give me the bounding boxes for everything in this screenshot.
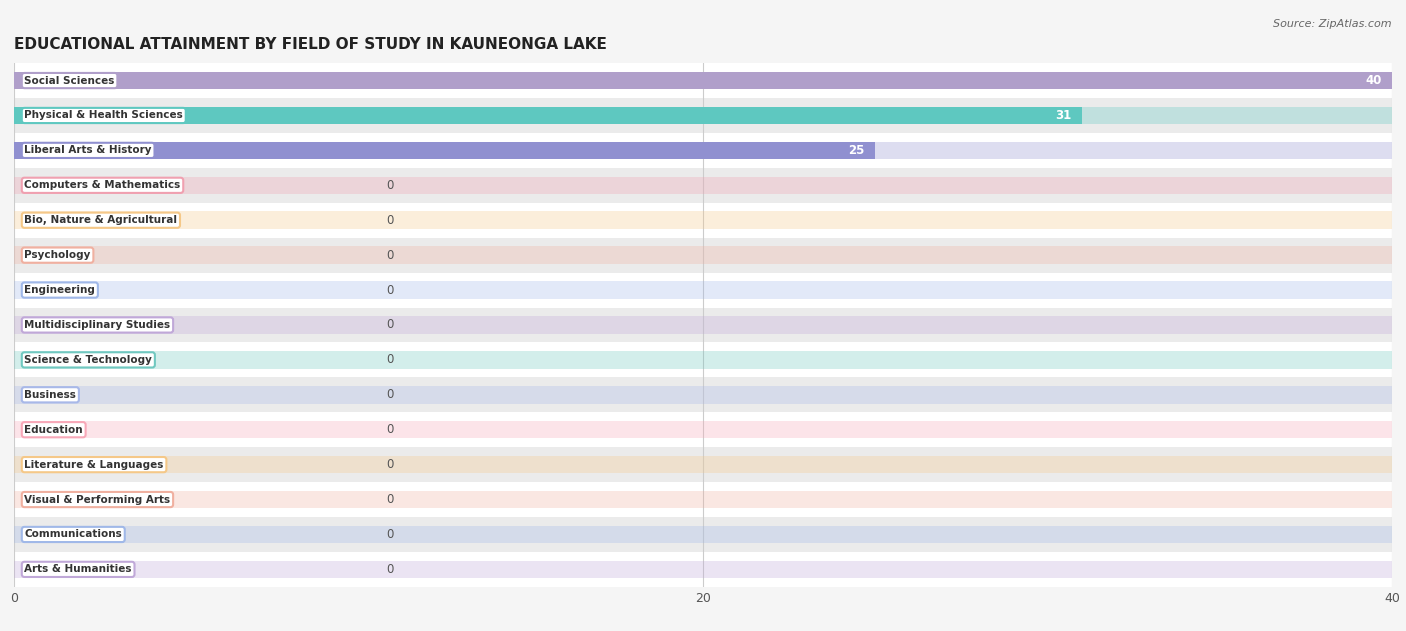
Text: Visual & Performing Arts: Visual & Performing Arts (24, 495, 170, 505)
Text: Business: Business (24, 390, 76, 400)
Text: 0: 0 (387, 493, 394, 506)
Bar (14, 238, 1392, 273)
Bar (14, 177, 1392, 194)
Bar (14, 63, 1392, 98)
Text: 0: 0 (387, 214, 394, 227)
Bar (14, 141, 1392, 159)
Text: Bio, Nature & Agricultural: Bio, Nature & Agricultural (24, 215, 177, 225)
Text: Psychology: Psychology (24, 250, 91, 260)
Text: 0: 0 (387, 528, 394, 541)
Text: Engineering: Engineering (24, 285, 96, 295)
Text: 25: 25 (849, 144, 865, 157)
Bar (14, 72, 1392, 90)
Bar (14, 421, 1392, 439)
Bar (14, 491, 1392, 509)
Text: Education: Education (24, 425, 83, 435)
Bar (14, 482, 1392, 517)
Bar (14, 351, 1392, 369)
Text: 0: 0 (387, 249, 394, 262)
Bar (14, 307, 1392, 343)
Text: Literature & Languages: Literature & Languages (24, 459, 163, 469)
Text: 0: 0 (387, 353, 394, 367)
Bar (14, 98, 1392, 133)
Bar (14, 141, 875, 159)
Text: 0: 0 (387, 319, 394, 331)
Text: 0: 0 (387, 423, 394, 436)
Text: EDUCATIONAL ATTAINMENT BY FIELD OF STUDY IN KAUNEONGA LAKE: EDUCATIONAL ATTAINMENT BY FIELD OF STUDY… (14, 37, 607, 52)
Bar (14, 316, 1392, 334)
Text: 0: 0 (387, 283, 394, 297)
Text: Computers & Mathematics: Computers & Mathematics (24, 180, 180, 191)
Text: Physical & Health Sciences: Physical & Health Sciences (24, 110, 183, 121)
Text: Multidisciplinary Studies: Multidisciplinary Studies (24, 320, 170, 330)
Bar (14, 246, 1392, 264)
Text: Social Sciences: Social Sciences (24, 76, 115, 86)
Text: Arts & Humanities: Arts & Humanities (24, 564, 132, 574)
Bar (14, 377, 1392, 412)
Bar (14, 447, 1392, 482)
Bar (14, 273, 1392, 307)
Text: 0: 0 (387, 458, 394, 471)
Bar (14, 456, 1392, 473)
Bar (14, 526, 1392, 543)
Bar (14, 386, 1392, 404)
Bar (14, 412, 1392, 447)
Bar (14, 281, 1392, 299)
Text: 0: 0 (387, 563, 394, 576)
Bar (14, 517, 1392, 552)
Bar (14, 552, 1392, 587)
Text: 0: 0 (387, 388, 394, 401)
Text: Communications: Communications (24, 529, 122, 540)
Text: Source: ZipAtlas.com: Source: ZipAtlas.com (1274, 19, 1392, 29)
Bar (14, 168, 1392, 203)
Text: 40: 40 (1365, 74, 1382, 87)
Bar (14, 72, 1392, 90)
Bar (14, 107, 1083, 124)
Bar (14, 203, 1392, 238)
Bar (14, 343, 1392, 377)
Bar (14, 107, 1392, 124)
Bar (14, 133, 1392, 168)
Text: 0: 0 (387, 179, 394, 192)
Bar (14, 211, 1392, 229)
Bar (14, 561, 1392, 578)
Text: Liberal Arts & History: Liberal Arts & History (24, 145, 152, 155)
Text: Science & Technology: Science & Technology (24, 355, 152, 365)
Text: 31: 31 (1056, 109, 1071, 122)
